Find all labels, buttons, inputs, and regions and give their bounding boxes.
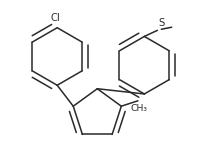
Text: CH₃: CH₃ — [130, 104, 147, 113]
Text: S: S — [159, 18, 165, 28]
Text: Cl: Cl — [51, 13, 60, 23]
